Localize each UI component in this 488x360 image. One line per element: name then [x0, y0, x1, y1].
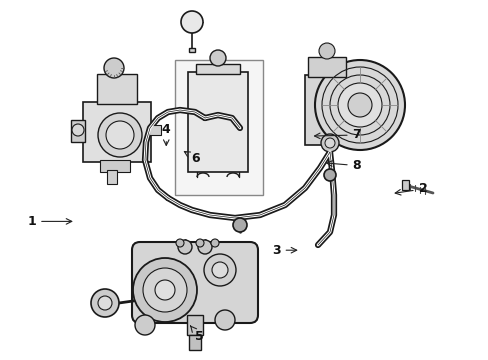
Circle shape [212, 262, 227, 278]
FancyBboxPatch shape [132, 242, 258, 323]
Circle shape [181, 11, 203, 33]
Text: 2: 2 [394, 183, 427, 195]
Circle shape [72, 124, 84, 136]
Circle shape [198, 240, 212, 254]
Circle shape [325, 138, 334, 148]
Text: 7: 7 [314, 129, 361, 141]
Circle shape [337, 83, 381, 127]
Bar [189, 335, 201, 350]
Bar [401, 180, 408, 190]
Bar [97, 74, 137, 104]
Text: 6: 6 [184, 152, 200, 165]
Circle shape [210, 239, 219, 247]
Circle shape [178, 240, 192, 254]
Bar [307, 57, 346, 77]
Circle shape [314, 60, 404, 150]
Circle shape [176, 239, 183, 247]
Circle shape [203, 254, 236, 286]
Circle shape [209, 50, 225, 66]
Circle shape [318, 43, 334, 59]
Circle shape [320, 134, 338, 152]
Bar [175, 60, 263, 195]
Circle shape [155, 280, 175, 300]
Circle shape [91, 289, 119, 317]
Circle shape [133, 258, 197, 322]
Bar [189, 48, 195, 52]
Text: 1: 1 [27, 215, 72, 228]
Circle shape [347, 93, 371, 117]
Bar [71, 120, 85, 142]
Circle shape [104, 58, 124, 78]
Bar [100, 160, 130, 172]
Circle shape [142, 268, 186, 312]
Circle shape [232, 218, 246, 232]
Bar [83, 102, 151, 162]
Text: 3: 3 [271, 244, 296, 257]
Bar [107, 170, 117, 184]
Text: 8: 8 [326, 159, 361, 172]
Circle shape [324, 169, 335, 181]
Bar [187, 72, 247, 172]
Bar [186, 315, 203, 335]
Circle shape [98, 296, 112, 310]
Circle shape [215, 310, 235, 330]
Bar [196, 64, 240, 74]
Bar [305, 75, 359, 145]
Circle shape [106, 121, 134, 149]
Text: 5: 5 [190, 326, 203, 343]
Text: 4: 4 [162, 123, 170, 145]
Circle shape [135, 315, 155, 335]
Bar [149, 125, 161, 135]
Circle shape [98, 113, 142, 157]
Circle shape [196, 239, 203, 247]
